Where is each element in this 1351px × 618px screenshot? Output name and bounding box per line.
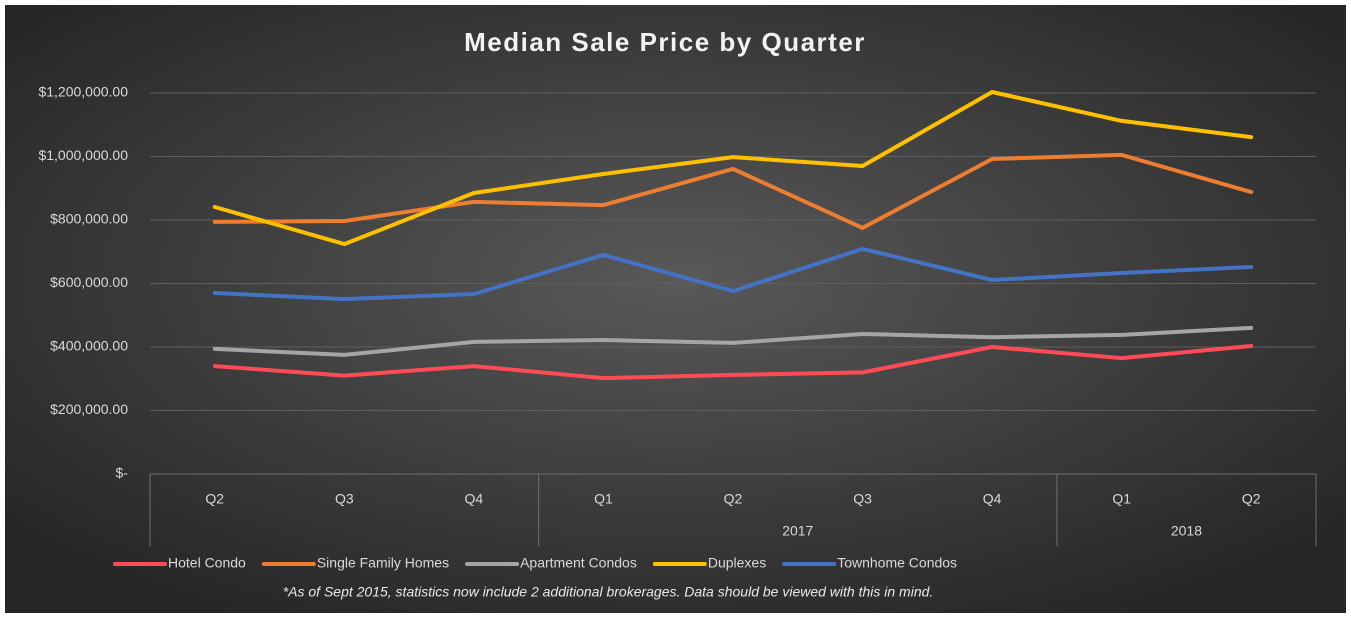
x-tick-label: Q2	[724, 491, 743, 507]
legend-label: Apartment Condos	[520, 555, 637, 571]
y-tick-label: $800,000.00	[50, 211, 128, 227]
x-tick-label: Q1	[594, 491, 613, 507]
series-line	[212, 344, 1254, 381]
x-tick-label: Q2	[205, 491, 224, 507]
x-tick-label: Q4	[465, 491, 484, 507]
chart-title: Median Sale Price by Quarter	[464, 27, 866, 57]
footnote: *As of Sept 2015, statistics now include…	[283, 584, 934, 600]
group-label: 2018	[1171, 523, 1202, 539]
group-label: 2017	[782, 523, 813, 539]
x-tick-label: Q2	[1242, 491, 1261, 507]
legend-label: Single Family Homes	[317, 555, 449, 571]
legend-label: Townhome Condos	[837, 555, 957, 571]
series-line	[212, 246, 1254, 302]
y-tick-label: $1,000,000.00	[38, 147, 128, 163]
x-tick-label: Q3	[335, 491, 354, 507]
y-tick-label: $400,000.00	[50, 338, 128, 354]
series-line	[212, 152, 1254, 230]
chart-background	[5, 5, 1346, 613]
y-tick-label: $1,200,000.00	[38, 84, 128, 100]
y-tick-label: $-	[116, 465, 129, 481]
x-tick-label: Q3	[853, 491, 872, 507]
legend-label: Duplexes	[708, 555, 766, 571]
series-line	[212, 90, 1254, 247]
series-line	[212, 325, 1254, 357]
y-tick-label: $200,000.00	[50, 401, 128, 417]
x-tick-label: Q4	[983, 491, 1002, 507]
x-tick-label: Q1	[1112, 491, 1131, 507]
legend-label: Hotel Condo	[168, 555, 246, 571]
y-tick-label: $600,000.00	[50, 274, 128, 290]
